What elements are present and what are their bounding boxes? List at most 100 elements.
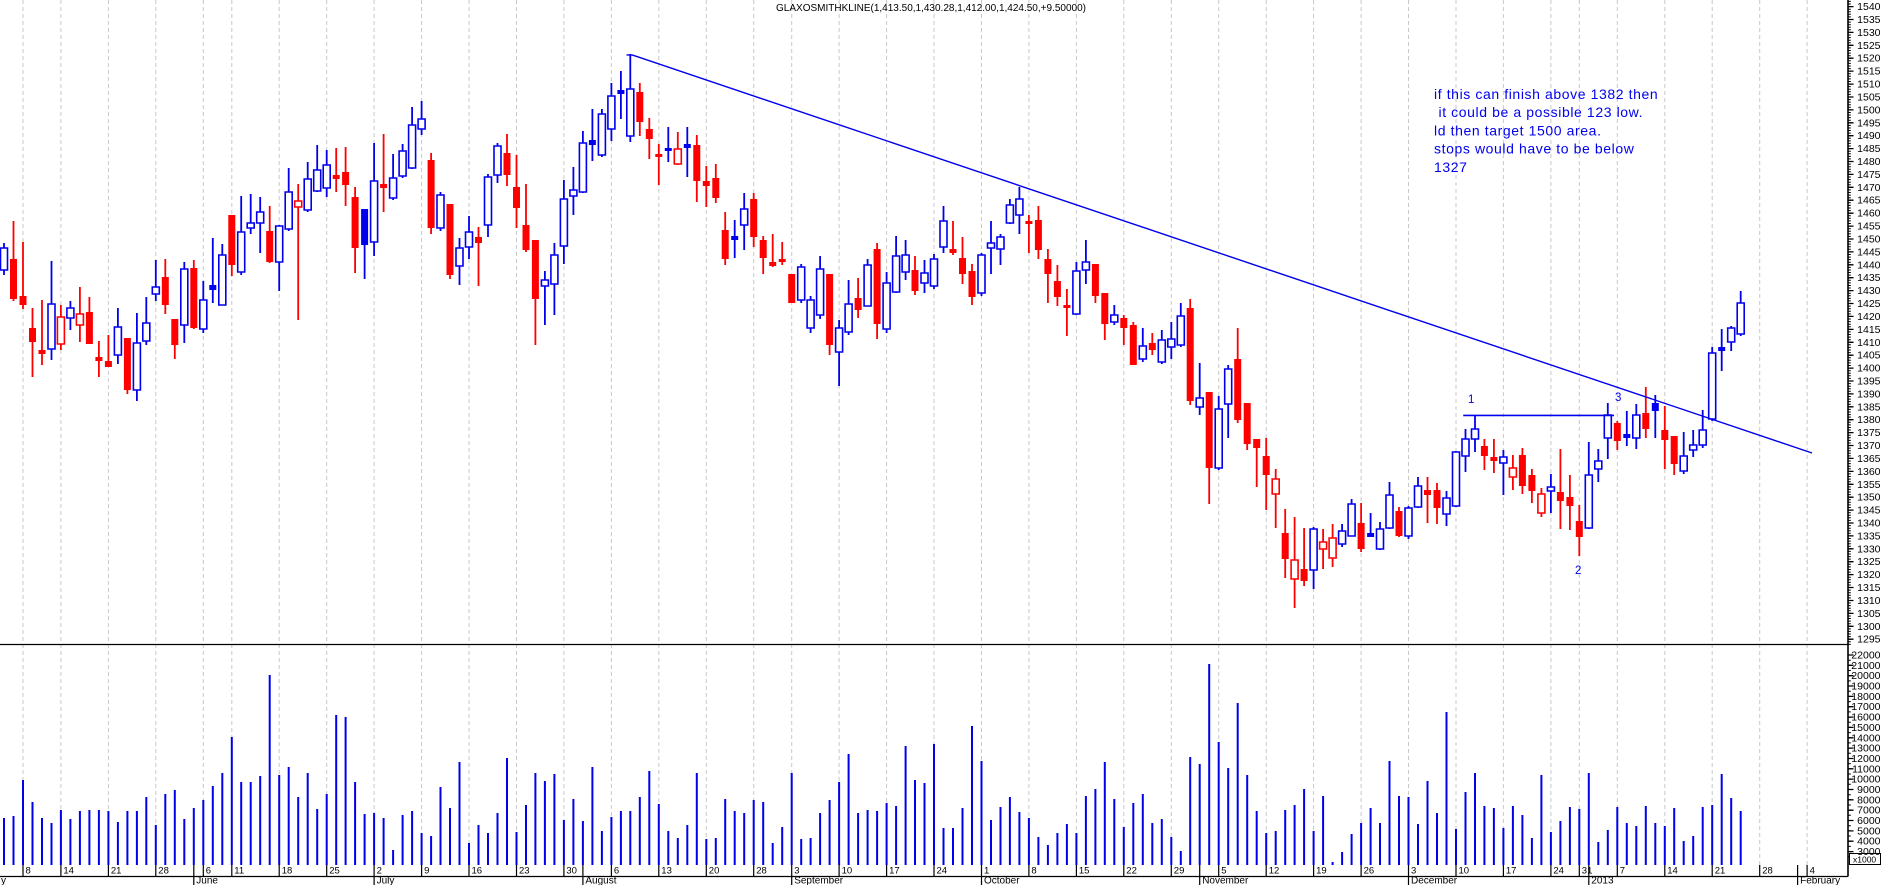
svg-text:1530: 1530 xyxy=(1857,27,1881,39)
svg-text:16: 16 xyxy=(472,866,483,877)
svg-text:2013: 2013 xyxy=(1591,876,1614,886)
svg-text:3: 3 xyxy=(794,866,799,877)
svg-text:GLAXOSMITHKLINE(1,413.50,1,430: GLAXOSMITHKLINE(1,413.50,1,430.28,1,412.… xyxy=(776,3,1086,14)
svg-text:1340: 1340 xyxy=(1857,518,1881,530)
svg-text:October: October xyxy=(984,876,1020,886)
svg-text:August: August xyxy=(585,876,616,886)
svg-text:1405: 1405 xyxy=(1857,350,1881,362)
svg-text:24: 24 xyxy=(1553,866,1564,877)
svg-text:1445: 1445 xyxy=(1857,246,1881,258)
svg-text:stops would have to be below: stops would have to be below xyxy=(1434,141,1635,157)
svg-text:1: 1 xyxy=(1468,394,1474,406)
svg-text:21: 21 xyxy=(1715,866,1726,877)
svg-text:18000: 18000 xyxy=(1851,691,1880,703)
svg-text:1450: 1450 xyxy=(1857,234,1881,246)
svg-text:1440: 1440 xyxy=(1857,259,1881,271)
svg-text:2: 2 xyxy=(1575,565,1581,577)
svg-text:22: 22 xyxy=(1126,866,1137,877)
svg-text:1465: 1465 xyxy=(1857,195,1881,207)
svg-text:February: February xyxy=(1800,876,1840,886)
svg-text:21: 21 xyxy=(111,866,122,877)
svg-text:3: 3 xyxy=(1615,392,1621,404)
svg-text:1300: 1300 xyxy=(1857,621,1881,633)
svg-text:10000: 10000 xyxy=(1851,774,1880,786)
svg-text:if this can finish above 1382: if this can finish above 1382 then xyxy=(1434,86,1658,102)
svg-text:14: 14 xyxy=(63,866,74,877)
svg-text:17: 17 xyxy=(1506,866,1517,877)
svg-text:1535: 1535 xyxy=(1857,14,1881,26)
svg-text:1375: 1375 xyxy=(1857,427,1881,439)
svg-text:16000: 16000 xyxy=(1851,712,1880,724)
svg-text:13: 13 xyxy=(661,866,672,877)
svg-text:1310: 1310 xyxy=(1857,595,1881,607)
svg-text:1510: 1510 xyxy=(1857,79,1881,91)
svg-text:18: 18 xyxy=(282,866,293,877)
svg-text:5: 5 xyxy=(1221,866,1226,877)
svg-text:1515: 1515 xyxy=(1857,66,1881,78)
svg-text:17000: 17000 xyxy=(1851,701,1880,713)
svg-text:4: 4 xyxy=(1810,866,1815,877)
svg-text:8: 8 xyxy=(26,866,31,877)
svg-text:1420: 1420 xyxy=(1857,311,1881,323)
svg-text:1327: 1327 xyxy=(1434,159,1468,175)
svg-text:29: 29 xyxy=(1174,866,1185,877)
svg-text:1: 1 xyxy=(984,866,989,877)
svg-text:1485: 1485 xyxy=(1857,143,1881,155)
svg-text:1490: 1490 xyxy=(1857,130,1881,142)
svg-text:1335: 1335 xyxy=(1857,530,1881,542)
svg-text:1540: 1540 xyxy=(1857,1,1881,13)
svg-text:December: December xyxy=(1411,876,1458,886)
svg-text:1475: 1475 xyxy=(1857,169,1881,181)
svg-text:1400: 1400 xyxy=(1857,363,1881,375)
svg-text:22000: 22000 xyxy=(1851,650,1880,662)
svg-text:1525: 1525 xyxy=(1857,40,1881,52)
svg-text:1520: 1520 xyxy=(1857,53,1881,65)
svg-text:1365: 1365 xyxy=(1857,453,1881,465)
svg-text:2: 2 xyxy=(377,866,382,877)
svg-text:1295: 1295 xyxy=(1857,634,1881,646)
svg-text:1315: 1315 xyxy=(1857,582,1881,594)
svg-text:11000: 11000 xyxy=(1852,763,1881,775)
svg-text:1410: 1410 xyxy=(1857,337,1881,349)
svg-text:6: 6 xyxy=(614,866,619,877)
svg-text:28: 28 xyxy=(1762,866,1773,877)
svg-text:1330: 1330 xyxy=(1857,543,1881,555)
svg-text:1350: 1350 xyxy=(1857,492,1881,504)
svg-text:4000: 4000 xyxy=(1857,836,1881,848)
svg-text:1455: 1455 xyxy=(1857,221,1881,233)
svg-text:1495: 1495 xyxy=(1857,117,1881,129)
svg-text:6000: 6000 xyxy=(1857,815,1881,827)
svg-text:20: 20 xyxy=(709,866,720,877)
svg-text:November: November xyxy=(1202,876,1249,886)
svg-text:20000: 20000 xyxy=(1851,670,1880,682)
svg-text:1360: 1360 xyxy=(1857,466,1881,478)
svg-text:28: 28 xyxy=(158,866,169,877)
svg-text:1370: 1370 xyxy=(1857,440,1881,452)
svg-text:24: 24 xyxy=(937,866,948,877)
svg-text:21000: 21000 xyxy=(1851,660,1880,672)
svg-text:28: 28 xyxy=(756,866,767,877)
svg-text:1430: 1430 xyxy=(1857,285,1881,297)
svg-text:8: 8 xyxy=(1031,866,1036,877)
svg-text:14000: 14000 xyxy=(1851,732,1880,744)
svg-text:1355: 1355 xyxy=(1857,479,1881,491)
svg-text:26: 26 xyxy=(1364,866,1375,877)
svg-text:1460: 1460 xyxy=(1857,208,1881,220)
svg-text:1425: 1425 xyxy=(1857,298,1881,310)
svg-text:6: 6 xyxy=(206,866,211,877)
svg-text:1325: 1325 xyxy=(1857,556,1881,568)
svg-text:1390: 1390 xyxy=(1857,388,1881,400)
svg-text:12000: 12000 xyxy=(1851,753,1880,765)
svg-text:x1000: x1000 xyxy=(1853,855,1876,865)
svg-text:17: 17 xyxy=(889,866,900,877)
svg-text:5000: 5000 xyxy=(1857,825,1881,837)
svg-text:15000: 15000 xyxy=(1851,722,1880,734)
svg-text:13000: 13000 xyxy=(1851,743,1880,755)
svg-text:25: 25 xyxy=(329,866,340,877)
svg-text:1480: 1480 xyxy=(1857,156,1881,168)
svg-text:10: 10 xyxy=(1459,866,1470,877)
svg-text:1415: 1415 xyxy=(1857,324,1881,336)
svg-text:9000: 9000 xyxy=(1857,784,1881,796)
svg-text:30: 30 xyxy=(566,866,577,877)
svg-text:19000: 19000 xyxy=(1851,681,1880,693)
